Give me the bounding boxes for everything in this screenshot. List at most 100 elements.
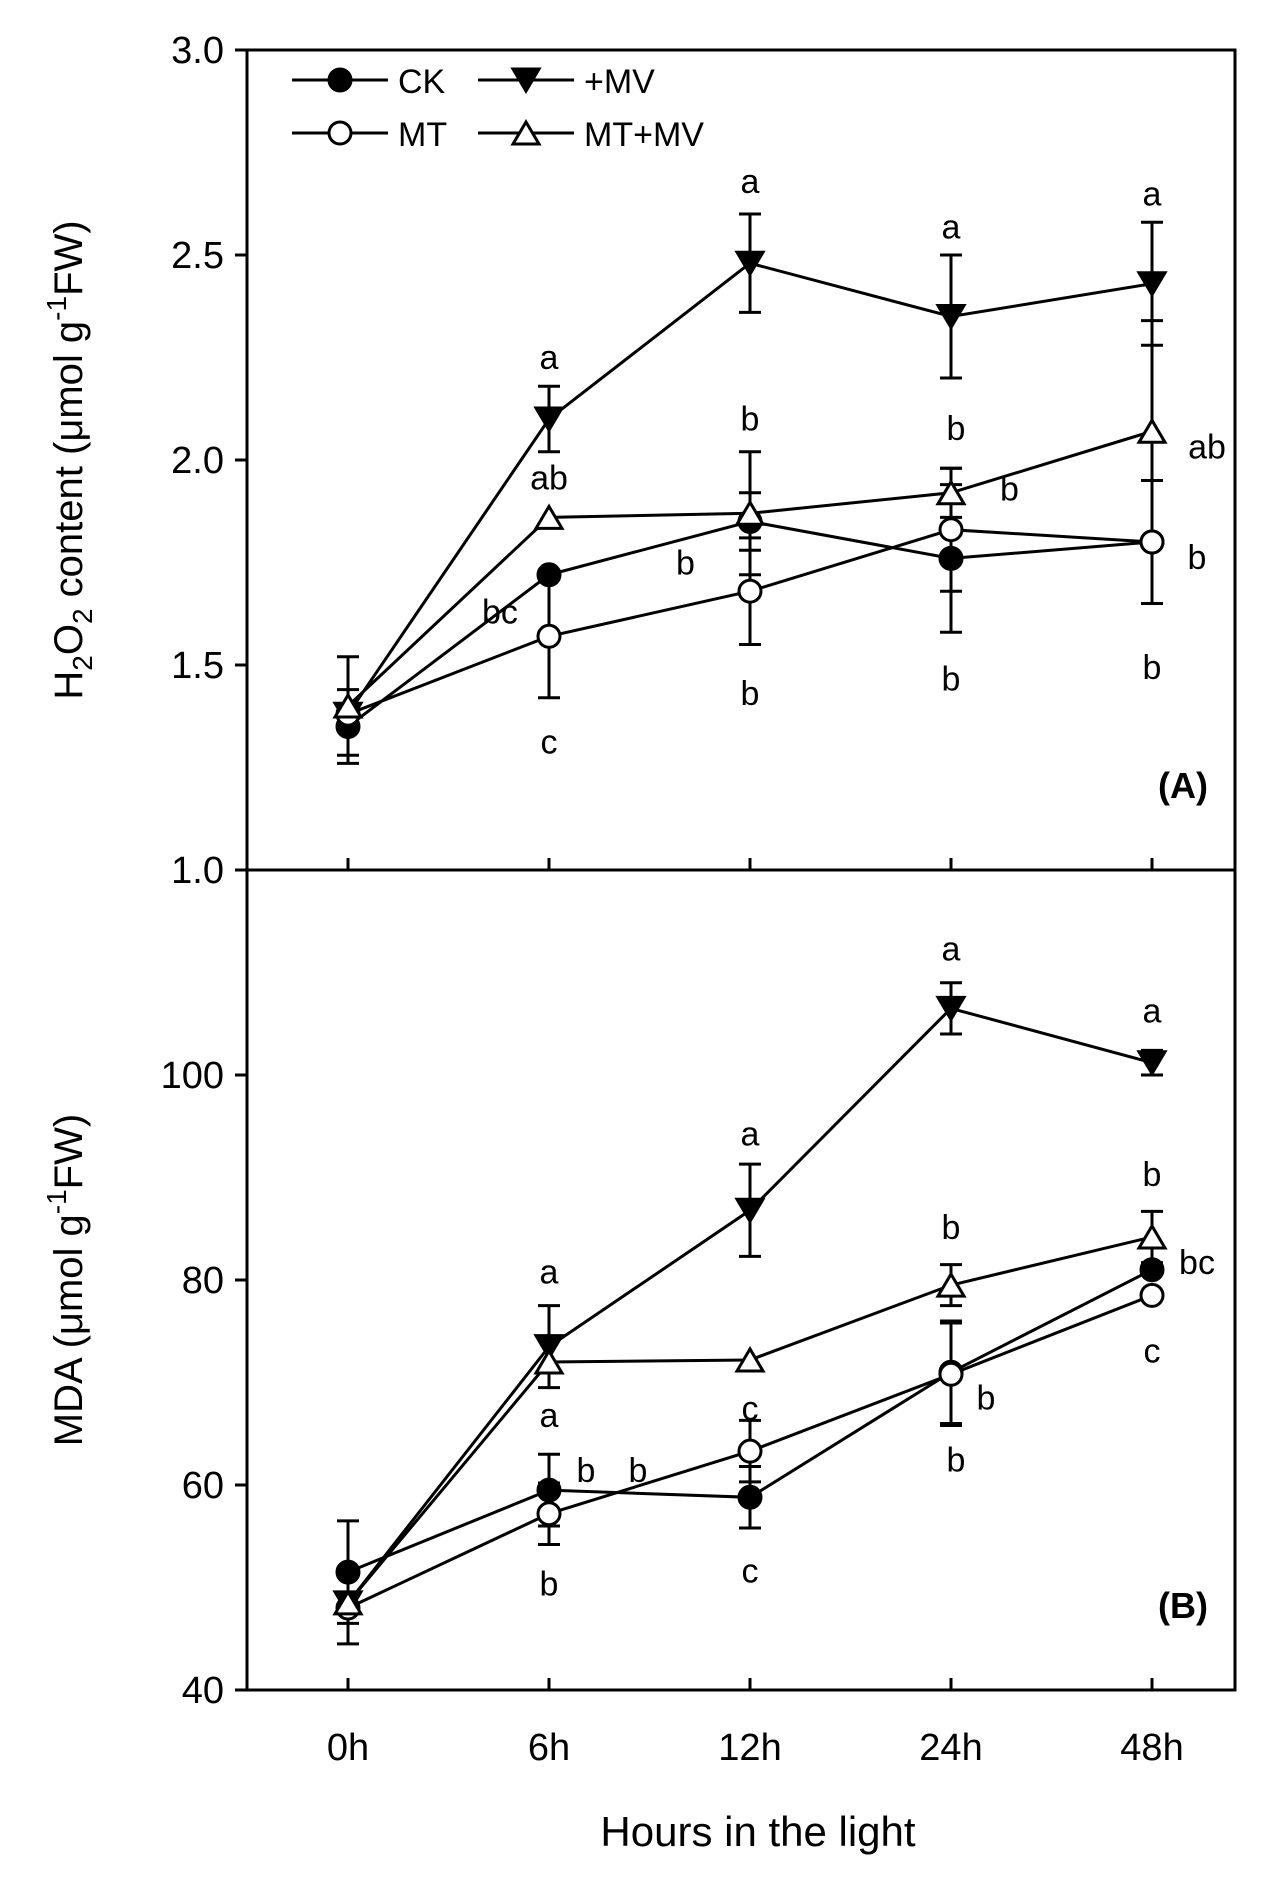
significance-letter: b	[1188, 539, 1207, 577]
data-point-ck	[536, 562, 562, 588]
data-point-ck	[335, 1559, 361, 1585]
significance-letter: b	[577, 1452, 596, 1490]
significance-letter: a	[942, 209, 961, 247]
significance-letter: a	[540, 339, 559, 377]
significance-letter: b	[629, 1452, 648, 1490]
data-point-mv	[1136, 1050, 1168, 1077]
panel-a-y-tick-label: 2.5	[171, 235, 224, 277]
data-point-mt	[1139, 529, 1165, 555]
significance-letter: b	[741, 675, 760, 713]
panel-b-y-tick-label: 80	[182, 1260, 224, 1302]
data-point-mt	[536, 1501, 562, 1527]
legend-marker-mt	[327, 120, 353, 146]
data-point-mv	[734, 1197, 766, 1225]
data-point-mt	[938, 1361, 964, 1387]
panel-a-y-tick-label: 2.0	[171, 440, 224, 482]
legend-marker-mt-mv	[510, 119, 542, 146]
data-point-mt-mv	[533, 1348, 565, 1375]
legend-entry-ck: CK	[292, 63, 446, 101]
x-tick-label: 12h	[718, 1727, 781, 1769]
data-point-mt	[938, 517, 964, 543]
data-point-mt-mv	[533, 503, 565, 530]
panel-b-y-tick-label: 100	[161, 1055, 224, 1097]
significance-letter: a	[741, 163, 760, 201]
data-point-mt-mv	[935, 478, 967, 506]
significance-letter: c	[742, 1390, 759, 1428]
data-point-ck	[1139, 1257, 1165, 1283]
panel-b-y-axis-label: MDA (μmol g-1FW)	[41, 1114, 91, 1446]
legend-label-mt: MT	[398, 116, 447, 154]
significance-letter: c	[1144, 1332, 1161, 1370]
legend-entry-mt: MT	[292, 116, 447, 154]
significance-letter: b	[676, 545, 695, 583]
data-point-ck	[536, 1477, 562, 1503]
data-point-mv	[935, 304, 967, 331]
panel-b-y-tick-label: 40	[182, 1670, 224, 1712]
panel-a-y-axis-label: H2O2 content (μmol g-1FW)	[41, 220, 98, 699]
data-point-mv	[935, 995, 967, 1023]
significance-letter: b	[741, 400, 760, 438]
data-point-mv	[734, 250, 766, 278]
significance-letter: a	[540, 1254, 559, 1292]
legend-marker-mv	[510, 67, 542, 94]
significance-letter: a	[741, 1115, 760, 1153]
data-point-mt-mv	[734, 499, 766, 526]
x-axis-label: Hours in the light	[600, 1808, 915, 1855]
markers-layer	[332, 250, 1168, 1621]
significance-letter: ab	[530, 459, 568, 497]
significance-letter: b	[1000, 471, 1019, 509]
significance-letter: b	[1143, 649, 1162, 687]
data-point-ck	[938, 545, 964, 571]
legend-label-mt-mv: MT+MV	[584, 116, 704, 154]
data-point-mv	[1136, 271, 1168, 298]
significance-letter: bc	[1179, 1244, 1215, 1282]
significance-letter: c	[742, 1552, 759, 1590]
significance-letter: b	[1143, 1156, 1162, 1194]
data-point-mv	[533, 406, 565, 433]
legend-entry-mt-mv: MT+MV	[478, 116, 704, 154]
data-point-mt	[536, 623, 562, 649]
legend-label-mv: +MV	[584, 63, 655, 101]
panel-a-label: (A)	[1158, 765, 1208, 806]
data-point-mt-mv	[1136, 417, 1168, 444]
legend-marker-ck	[327, 67, 353, 93]
significance-letter: a	[1143, 176, 1162, 214]
panel-a-y-tick-label: 1.0	[171, 850, 224, 892]
data-point-mv	[533, 1334, 565, 1361]
legend-label-ck: CK	[398, 63, 446, 101]
significance-letter: c	[541, 723, 558, 761]
data-point-mt	[1139, 1282, 1165, 1308]
panel-b-label: (B)	[1158, 1585, 1208, 1626]
legend-entry-mv: +MV	[478, 63, 655, 101]
x-tick-label: 24h	[919, 1727, 982, 1769]
x-tick-label: 48h	[1120, 1727, 1183, 1769]
significance-letter: a	[540, 1397, 559, 1435]
significance-letter: ab	[1188, 428, 1226, 466]
data-point-mt	[737, 1438, 763, 1464]
significance-letter: b	[540, 1566, 559, 1604]
panel-b-y-tick-label: 60	[182, 1465, 224, 1507]
data-point-ck	[737, 1484, 763, 1510]
significance-letter: b	[942, 660, 961, 698]
significance-letter: b	[942, 1209, 961, 1247]
data-point-mt-mv	[332, 1588, 364, 1616]
significance-letter: a	[942, 930, 961, 968]
data-point-mt-mv	[935, 1271, 967, 1298]
data-point-mt-mv	[734, 1346, 766, 1373]
x-tick-label: 0h	[327, 1727, 369, 1769]
panel-a-y-tick-label: 1.5	[171, 645, 224, 687]
x-tick-label: 6h	[528, 1727, 570, 1769]
data-point-mt	[737, 578, 763, 604]
significance-letter: b	[947, 410, 966, 448]
significance-letter: b	[977, 1379, 996, 1417]
data-point-mt-mv	[1136, 1223, 1168, 1250]
data-point-mt-mv	[332, 692, 364, 719]
significance-letter: b	[947, 1441, 966, 1479]
panel-a-y-tick-label: 3.0	[171, 30, 224, 72]
ticks-layer: 1.0 1.5 2.0 2.5 3.0 40 60 80 100 0h 6h 12h 24h 48h	[161, 30, 1184, 1769]
legend: CK +MV MT MT+MV	[292, 63, 704, 154]
significance-letter: a	[1143, 993, 1162, 1031]
